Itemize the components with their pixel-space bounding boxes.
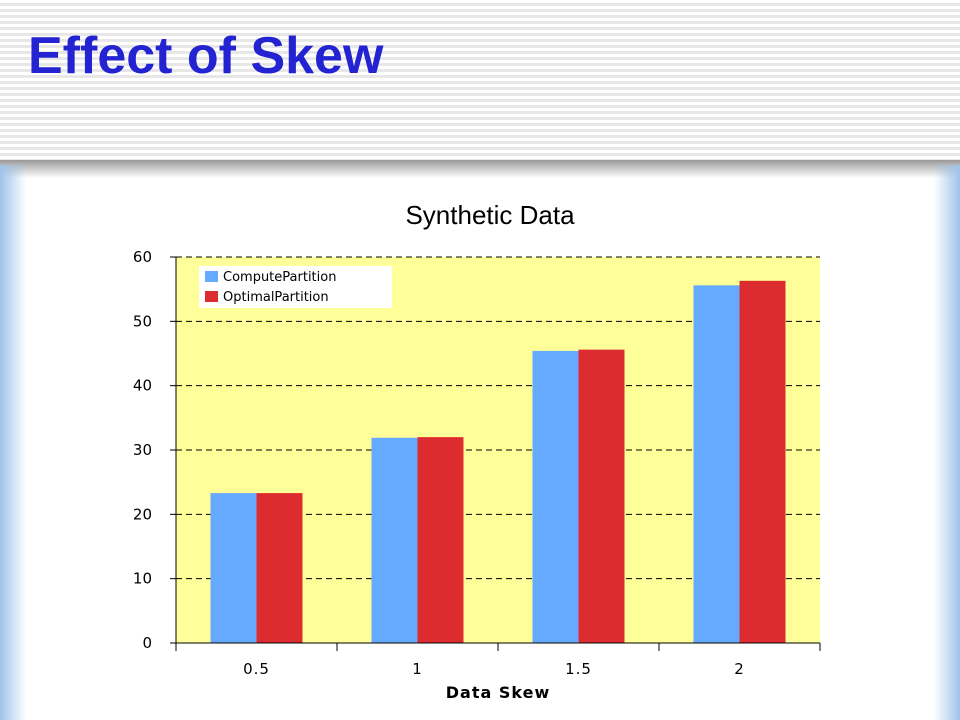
legend-box <box>199 266 392 308</box>
bars <box>210 280 786 643</box>
header-shadow <box>0 160 960 178</box>
bar-ComputePartition <box>532 350 579 643</box>
bar-ComputePartition <box>693 285 740 643</box>
axes <box>170 256 821 651</box>
bar-OptimalPartition <box>417 437 464 643</box>
header-band <box>0 0 960 165</box>
bar-OptimalPartition <box>739 280 786 643</box>
right-edge-gradient <box>934 165 960 720</box>
left-edge-gradient <box>0 165 26 720</box>
y-tick-label: 20 <box>133 505 152 523</box>
bar-OptimalPartition <box>256 493 303 643</box>
legend-swatch <box>205 291 218 302</box>
slide-title: Effect of Skew <box>28 27 384 85</box>
y-tick-label: 50 <box>133 312 152 330</box>
y-tick-label: 60 <box>133 248 152 266</box>
legend: ComputePartition OptimalPartition <box>199 266 392 308</box>
chart-title: Synthetic Data <box>405 200 575 230</box>
gridlines <box>176 256 820 580</box>
legend-swatch <box>205 271 218 282</box>
y-tick-label: 10 <box>133 570 152 588</box>
y-tick-label: 40 <box>133 377 152 395</box>
tick-labels: 0 10 20 30 40 50 60 0.5 1 1.5 2 <box>133 248 745 678</box>
legend-label: OptimalPartition <box>223 290 329 305</box>
bar-ComputePartition <box>210 493 257 643</box>
x-axis-label: Data Skew <box>446 683 550 702</box>
x-tick-label: 1.5 <box>565 660 592 678</box>
x-tick-label: 0.5 <box>243 660 270 678</box>
y-tick-label: 0 <box>142 634 152 652</box>
legend-label: ComputePartition <box>223 270 336 285</box>
x-tick-label: 1 <box>412 660 423 678</box>
y-tick-label: 30 <box>133 441 152 459</box>
bar-ComputePartition <box>371 437 418 643</box>
bar-OptimalPartition <box>578 349 625 643</box>
x-tick-label: 2 <box>734 660 745 678</box>
